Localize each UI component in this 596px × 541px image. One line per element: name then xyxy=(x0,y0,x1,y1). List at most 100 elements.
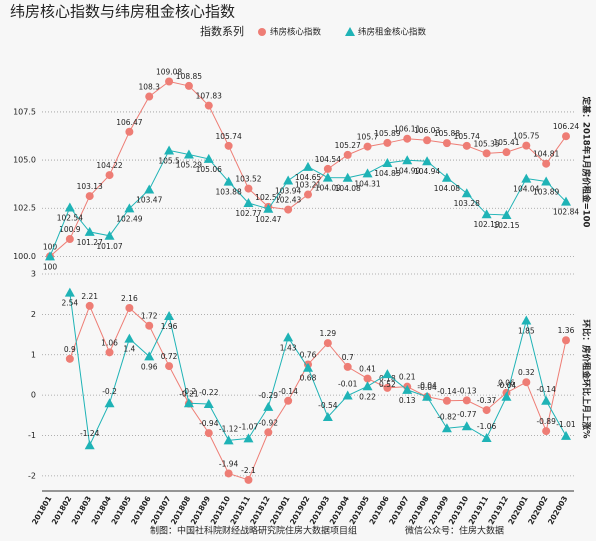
marker xyxy=(203,399,214,409)
marker xyxy=(284,396,293,405)
marker xyxy=(224,141,233,150)
footer-right: 微信公众号：住房大数据 xyxy=(405,525,504,537)
marker xyxy=(204,429,213,438)
marker xyxy=(85,301,94,310)
marker xyxy=(84,226,95,236)
legend-marker xyxy=(345,27,355,36)
marker xyxy=(323,164,332,173)
data-label: 103.28 xyxy=(454,199,480,208)
data-label: -0.14 xyxy=(437,387,457,396)
data-label: 100.9 xyxy=(59,225,81,234)
data-label: -0.89 xyxy=(536,417,556,426)
marker xyxy=(223,435,234,445)
data-label: 103.52 xyxy=(235,175,261,184)
data-label: 0.21 xyxy=(399,373,416,382)
marker xyxy=(542,159,551,168)
marker xyxy=(522,141,531,150)
marker xyxy=(244,184,253,193)
data-label: 2.54 xyxy=(61,299,78,308)
data-label: -0.2 xyxy=(182,387,197,396)
marker xyxy=(441,172,452,182)
data-label: 100 xyxy=(43,262,58,271)
data-label: 106.11 xyxy=(394,125,420,134)
marker xyxy=(105,171,114,180)
marker xyxy=(441,423,452,433)
marker xyxy=(144,351,155,361)
data-label: 102.19 xyxy=(473,220,499,229)
y-axis-title: 定基：2018年1月房价租金=100 xyxy=(581,96,592,228)
marker xyxy=(224,469,233,478)
marker xyxy=(65,354,74,363)
data-label: 105.29 xyxy=(176,160,202,169)
marker xyxy=(342,390,353,400)
data-label: 104.81 xyxy=(533,150,559,159)
data-label: 105.74 xyxy=(454,132,480,141)
series-line xyxy=(69,292,567,447)
data-label: -1.24 xyxy=(80,429,100,438)
data-label: 102.77 xyxy=(235,209,261,218)
chart-title: 纬房核心指数与纬房租金核心指数 xyxy=(10,3,235,21)
marker xyxy=(145,321,154,330)
marker xyxy=(362,381,373,391)
data-label: 0.41 xyxy=(359,365,376,374)
data-label: 104.09 xyxy=(315,184,341,193)
marker xyxy=(362,168,373,178)
data-label: -0.77 xyxy=(457,410,477,419)
data-label: 1.36 xyxy=(558,326,575,335)
data-label: 0.68 xyxy=(300,374,317,383)
marker xyxy=(165,362,174,371)
data-label: 0.76 xyxy=(300,350,317,359)
data-label: 106.03 xyxy=(414,126,440,135)
data-label: -2.1 xyxy=(241,466,256,475)
data-label: 106.47 xyxy=(116,118,142,127)
data-label: -0.92 xyxy=(259,418,279,427)
marker xyxy=(461,188,472,198)
data-label: 1.72 xyxy=(141,312,158,321)
data-label: 0.52 xyxy=(379,380,396,389)
data-label: 1.4 xyxy=(123,345,135,354)
marker xyxy=(244,475,253,484)
legend-label: 纬房租金核心指数 xyxy=(358,27,427,38)
data-label: -0.13 xyxy=(457,386,477,395)
data-label: -0.21 xyxy=(179,390,199,399)
marker xyxy=(263,203,274,213)
data-label: -1.01 xyxy=(556,420,576,429)
y-tick-label: 100.0 xyxy=(13,252,36,261)
marker xyxy=(342,172,353,182)
data-label: -0.14 xyxy=(536,385,556,394)
marker xyxy=(284,205,293,214)
data-label: 101.07 xyxy=(96,242,122,251)
marker xyxy=(522,378,531,387)
y-tick-label: 102.5 xyxy=(13,204,36,213)
marker xyxy=(343,150,352,159)
marker xyxy=(501,391,512,401)
marker xyxy=(562,132,570,141)
marker xyxy=(243,433,254,443)
data-label: -1.94 xyxy=(219,459,239,468)
data-label: 100 xyxy=(43,242,58,251)
marker xyxy=(423,136,432,145)
data-label: 102.49 xyxy=(116,214,142,223)
data-label: 102.57 xyxy=(255,193,281,202)
marker xyxy=(422,156,433,166)
data-label: 102.47 xyxy=(255,215,281,224)
marker xyxy=(561,196,571,206)
marker xyxy=(541,395,552,405)
data-label: -0.2 xyxy=(102,387,117,396)
marker xyxy=(502,148,511,157)
marker xyxy=(521,315,532,325)
marker xyxy=(64,287,75,297)
marker xyxy=(164,145,175,155)
marker xyxy=(183,398,194,408)
data-label: 105.7 xyxy=(357,133,379,142)
marker xyxy=(203,153,214,163)
marker xyxy=(501,209,512,219)
data-label: 103.13 xyxy=(77,182,103,191)
marker xyxy=(562,336,570,345)
data-label: 103.21 xyxy=(295,181,321,190)
marker xyxy=(104,398,115,408)
legend-label: 纬房核心指数 xyxy=(270,27,322,38)
marker xyxy=(383,383,392,392)
data-label: 104.08 xyxy=(335,184,361,193)
